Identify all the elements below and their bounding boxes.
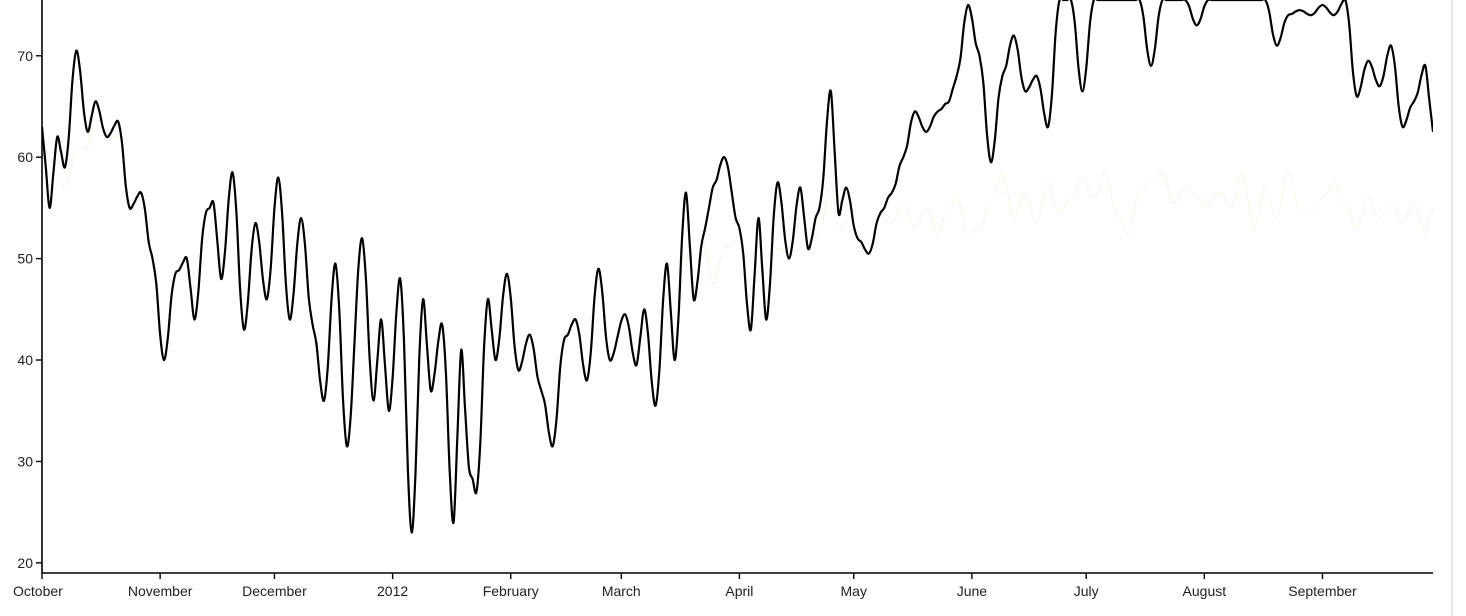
area-layer [42,95,1433,573]
y-tick-label: 60 [17,149,33,165]
x-tick-label: September [1288,583,1357,599]
y-tick-label: 40 [17,352,33,368]
area-mask [42,95,1433,573]
x-tick-label: May [841,583,867,599]
x-tick-label: October [13,583,63,599]
y-tick-label: 30 [17,453,33,469]
x-tick-label: April [725,583,753,599]
line-layer [42,0,1433,534]
y-tick-label: 70 [17,48,33,64]
x-tick-label: December [242,583,307,599]
y-tick-label: 50 [17,251,33,267]
x-tick-label: February [483,583,539,599]
axis-layer: 20 30 40 50 60 70 October November December 2012 F… [13,0,1453,616]
x-tick-label: July [1074,583,1099,599]
x-tick-label: August [1183,583,1227,599]
x-tick-label: 2012 [377,583,408,599]
x-tick-label: June [957,583,988,599]
series-line [42,0,1433,534]
y-tick-label: 20 [17,555,33,571]
x-tick-label: March [602,583,641,599]
x-tick-label: November [128,583,193,599]
